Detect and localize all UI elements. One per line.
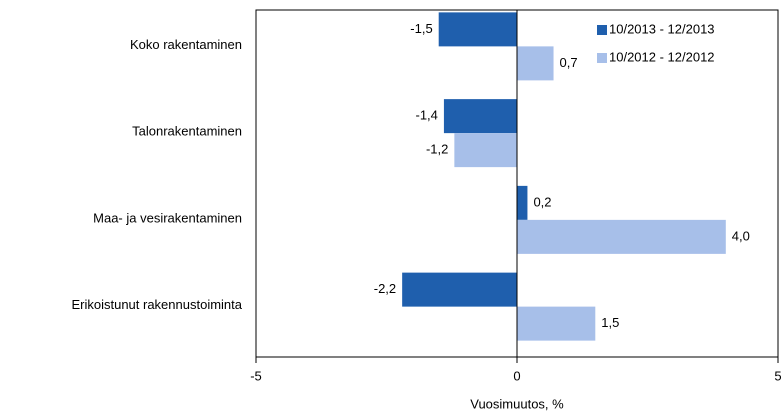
bar xyxy=(517,219,726,254)
value-label: -2,2 xyxy=(374,281,396,296)
y-tick-label: Koko rakentaminen xyxy=(130,37,242,52)
bar xyxy=(438,12,517,47)
bar xyxy=(402,272,517,307)
value-label: 1,5 xyxy=(601,315,619,330)
value-label: 4,0 xyxy=(732,228,750,243)
x-tick-label: 5 xyxy=(774,368,781,383)
legend-label: 10/2012 - 12/2012 xyxy=(609,49,715,64)
x-tick-label: -5 xyxy=(250,368,262,383)
value-label: -1,2 xyxy=(426,142,448,157)
value-label: -1,4 xyxy=(416,108,438,123)
value-label: 0,2 xyxy=(533,194,551,209)
y-tick-label: Talonrakentaminen xyxy=(132,124,242,139)
legend-swatch xyxy=(597,53,607,63)
bar xyxy=(443,99,517,134)
bar xyxy=(517,185,528,220)
x-axis-title: Vuosimuutos, % xyxy=(470,396,564,411)
x-tick-label: 0 xyxy=(513,368,520,383)
legend-swatch xyxy=(597,25,607,35)
bar xyxy=(517,306,596,341)
y-tick-label: Erikoistunut rakennustoiminta xyxy=(71,297,242,312)
value-label: 0,7 xyxy=(560,55,578,70)
legend-label: 10/2013 - 12/2013 xyxy=(609,21,715,36)
bar xyxy=(454,133,517,168)
y-tick-label: Maa- ja vesirakentaminen xyxy=(93,210,242,225)
bar xyxy=(517,46,554,81)
value-label: -1,5 xyxy=(410,21,432,36)
